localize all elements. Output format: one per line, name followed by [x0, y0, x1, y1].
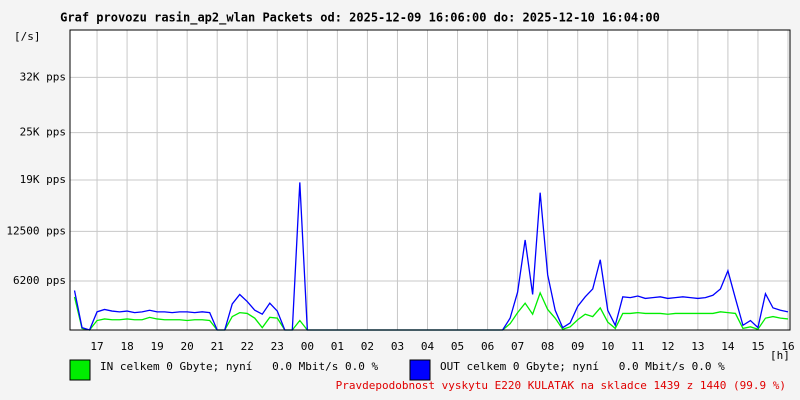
x-tick-label: 06	[481, 340, 494, 353]
x-tick-label: 19	[150, 340, 163, 353]
x-tick-label: 11	[631, 340, 644, 353]
x-axis-label: [h]	[770, 349, 790, 362]
x-tick-label: 21	[211, 340, 224, 353]
footer: Pravdepodobnost vyskytu E220 KULATAK na …	[336, 379, 786, 392]
x-tick-label: 01	[331, 340, 344, 353]
y-tick-label: 6200 pps	[13, 274, 66, 287]
legend-label: IN celkem 0 Gbyte; nyní 0.0 Mbit/s 0.0 %	[100, 360, 379, 373]
x-tick-label: 04	[421, 340, 435, 353]
x-tick-label: 15	[751, 340, 764, 353]
x-tick-label: 16	[781, 340, 794, 353]
x-tick-label: 22	[241, 340, 254, 353]
x-tick-label: 17	[90, 340, 103, 353]
x-tick-label: 03	[391, 340, 404, 353]
x-tick-label: 14	[721, 340, 735, 353]
legend-label: OUT celkem 0 Gbyte; nyní 0.0 Mbit/s 0.0 …	[440, 360, 725, 373]
x-tick-label: 13	[691, 340, 704, 353]
x-tick-label: 12	[661, 340, 674, 353]
x-tick-label: 18	[120, 340, 133, 353]
grid	[70, 30, 790, 330]
x-tick-label: 05	[451, 340, 464, 353]
x-tick-label: 07	[511, 340, 524, 353]
y-tick-label: 19K pps	[20, 173, 66, 186]
x-tick-label: 10	[601, 340, 614, 353]
x-tick-label: 00	[301, 340, 314, 353]
x-tick-label: 02	[361, 340, 374, 353]
x-tick-label: 09	[571, 340, 584, 353]
y-tick-label: 25K pps	[20, 126, 66, 139]
legend-swatch	[409, 359, 431, 381]
y-tick-label: 32K pps	[20, 70, 66, 83]
plot-border	[69, 29, 791, 331]
legend-swatch	[69, 359, 91, 381]
chart-title: Graf provozu rasin_ap2_wlan Packets od: …	[60, 11, 660, 26]
x-tick-label: 23	[271, 340, 284, 353]
y-axis-label: [/s]	[14, 30, 41, 43]
y-tick-label: 12500 pps	[6, 224, 66, 237]
x-tick-label: 20	[181, 340, 194, 353]
x-tick-label: 08	[541, 340, 554, 353]
